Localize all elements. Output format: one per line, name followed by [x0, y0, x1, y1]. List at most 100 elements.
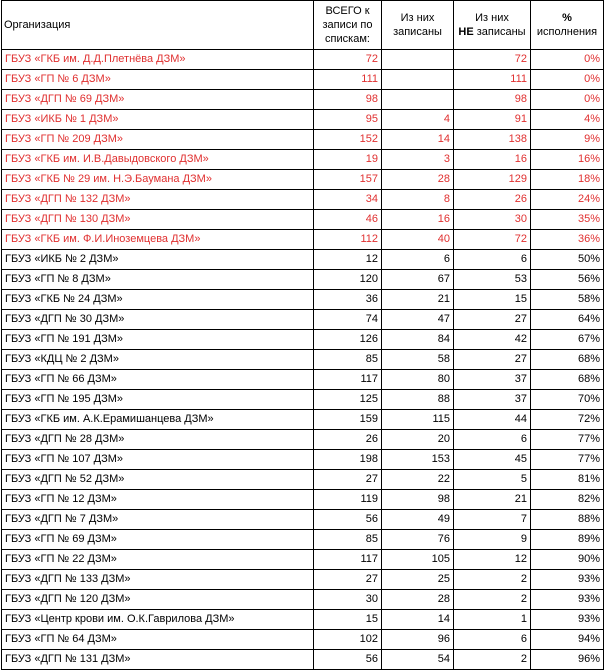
org-cell: ГБУЗ «ГП № 191 ДЗМ» — [1, 329, 314, 350]
total-cell: 46 — [313, 209, 382, 230]
signed-cell: 16 — [381, 209, 454, 230]
not-signed-cell: 27 — [453, 309, 531, 330]
not-signed-cell: 7 — [453, 509, 531, 530]
not-signed-cell: 6 — [453, 249, 531, 270]
percent-cell: 36% — [530, 229, 604, 250]
total-cell: 36 — [313, 289, 382, 310]
not-signed-cell: 45 — [453, 449, 531, 470]
percent-cell: 72% — [530, 409, 604, 430]
not-signed-cell: 44 — [453, 409, 531, 430]
table-row: ГБУЗ «ДГП № 130 ДЗМ» 46 16 30 35% — [1, 209, 604, 230]
org-cell: ГБУЗ «ДГП № 131 ДЗМ» — [1, 649, 314, 670]
org-cell: ГБУЗ «ДГП № 130 ДЗМ» — [1, 209, 314, 230]
not-signed-cell: 27 — [453, 349, 531, 370]
signed-cell: 28 — [381, 589, 454, 610]
org-cell: ГБУЗ «ДГП № 28 ДЗМ» — [1, 429, 314, 450]
signed-cell: 14 — [381, 609, 454, 630]
total-cell: 112 — [313, 229, 382, 250]
header-signed-line2: записаны — [393, 26, 442, 38]
signed-cell: 40 — [381, 229, 454, 250]
org-cell: ГБУЗ «ГП № 107 ДЗМ» — [1, 449, 314, 470]
signed-cell: 49 — [381, 509, 454, 530]
percent-cell: 93% — [530, 569, 604, 590]
table-row: ГБУЗ «ГП № 6 ДЗМ» 111 111 0% — [1, 69, 604, 90]
not-signed-cell: 2 — [453, 589, 531, 610]
header-not-signed-line2: записаны — [473, 26, 526, 38]
total-cell: 27 — [313, 469, 382, 490]
org-cell: ГБУЗ «ИКБ № 2 ДЗМ» — [1, 249, 314, 270]
not-signed-cell: 6 — [453, 629, 531, 650]
signed-cell: 47 — [381, 309, 454, 330]
org-cell: ГБУЗ «ДГП № 120 ДЗМ» — [1, 589, 314, 610]
header-not-signed: Из них НЕ записаны — [453, 0, 531, 50]
not-signed-cell: 9 — [453, 529, 531, 550]
signed-cell: 3 — [381, 149, 454, 170]
percent-cell: 50% — [530, 249, 604, 270]
total-cell: 34 — [313, 189, 382, 210]
percent-cell: 24% — [530, 189, 604, 210]
not-signed-cell: 6 — [453, 429, 531, 450]
signed-cell: 6 — [381, 249, 454, 270]
header-signed-line1: Из них — [400, 12, 435, 24]
total-cell: 125 — [313, 389, 382, 410]
total-cell: 98 — [313, 89, 382, 110]
signed-cell: 28 — [381, 169, 454, 190]
table-row: ГБУЗ «ДГП № 132 ДЗМ» 34 8 26 24% — [1, 189, 604, 210]
not-signed-cell: 2 — [453, 649, 531, 670]
org-cell: ГБУЗ «ГП № 64 ДЗМ» — [1, 629, 314, 650]
percent-cell: 77% — [530, 449, 604, 470]
total-cell: 152 — [313, 129, 382, 150]
table-row: ГБУЗ «ИКБ № 1 ДЗМ» 95 4 91 4% — [1, 109, 604, 130]
total-cell: 111 — [313, 69, 382, 90]
total-cell: 95 — [313, 109, 382, 130]
not-signed-cell: 21 — [453, 489, 531, 510]
not-signed-cell: 72 — [453, 49, 531, 70]
signed-cell: 14 — [381, 129, 454, 150]
table-row: ГБУЗ «ГП № 66 ДЗМ» 117 80 37 68% — [1, 369, 604, 390]
signed-cell — [381, 89, 454, 110]
not-signed-cell: 91 — [453, 109, 531, 130]
percent-cell: 96% — [530, 649, 604, 670]
signed-cell: 20 — [381, 429, 454, 450]
not-signed-cell: 26 — [453, 189, 531, 210]
not-signed-cell: 42 — [453, 329, 531, 350]
table-row: ГБУЗ «ГКБ № 29 им. Н.Э.Баумана ДЗМ» 157 28… — [1, 169, 604, 190]
total-cell: 102 — [313, 629, 382, 650]
org-cell: ГБУЗ «ДГП № 7 ДЗМ» — [1, 509, 314, 530]
not-signed-cell: 2 — [453, 569, 531, 590]
total-cell: 159 — [313, 409, 382, 430]
table-row: ГБУЗ «ДГП № 69 ДЗМ» 98 98 0% — [1, 89, 604, 110]
table-row: ГБУЗ «ДГП № 131 ДЗМ» 56 54 2 96% — [1, 649, 604, 670]
not-signed-cell: 37 — [453, 369, 531, 390]
org-cell: ГБУЗ «ГП № 66 ДЗМ» — [1, 369, 314, 390]
org-cell: ГБУЗ «ГП № 12 ДЗМ» — [1, 489, 314, 510]
percent-cell: 89% — [530, 529, 604, 550]
percent-cell: 4% — [530, 109, 604, 130]
signed-cell: 98 — [381, 489, 454, 510]
total-cell: 19 — [313, 149, 382, 170]
table-body: ГБУЗ «ГКБ им. Д.Д.Плетнёва ДЗМ» 72 72 0% ГБУ… — [1, 49, 604, 670]
signed-cell: 67 — [381, 269, 454, 290]
percent-cell: 81% — [530, 469, 604, 490]
table-row: ГБУЗ «ГП № 191 ДЗМ» 126 84 42 67% — [1, 329, 604, 350]
table-row: ГБУЗ «Центр крови им. О.К.Гаврилова ДЗМ»… — [1, 609, 604, 630]
org-cell: ГБУЗ «ДГП № 133 ДЗМ» — [1, 569, 314, 590]
signed-cell: 4 — [381, 109, 454, 130]
table-row: ГБУЗ «ГКБ им. Ф.И.Иноземцева ДЗМ» 112 40 72… — [1, 229, 604, 250]
signed-cell: 22 — [381, 469, 454, 490]
signed-cell: 8 — [381, 189, 454, 210]
total-cell: 117 — [313, 369, 382, 390]
org-cell: ГБУЗ «ГП № 195 ДЗМ» — [1, 389, 314, 410]
total-cell: 27 — [313, 569, 382, 590]
total-cell: 56 — [313, 649, 382, 670]
table-row: ГБУЗ «ДГП № 30 ДЗМ» 74 47 27 64% — [1, 309, 604, 330]
table-row: ГБУЗ «ГП № 69 ДЗМ» 85 76 9 89% — [1, 529, 604, 550]
header-row: Организация ВСЕГО к записи по спискам: И… — [1, 0, 604, 50]
not-signed-cell: 53 — [453, 269, 531, 290]
signed-cell: 58 — [381, 349, 454, 370]
signed-cell: 105 — [381, 549, 454, 570]
percent-cell: 88% — [530, 509, 604, 530]
total-cell: 15 — [313, 609, 382, 630]
not-signed-cell: 12 — [453, 549, 531, 570]
table-row: ГБУЗ «ИКБ № 2 ДЗМ» 12 6 6 50% — [1, 249, 604, 270]
